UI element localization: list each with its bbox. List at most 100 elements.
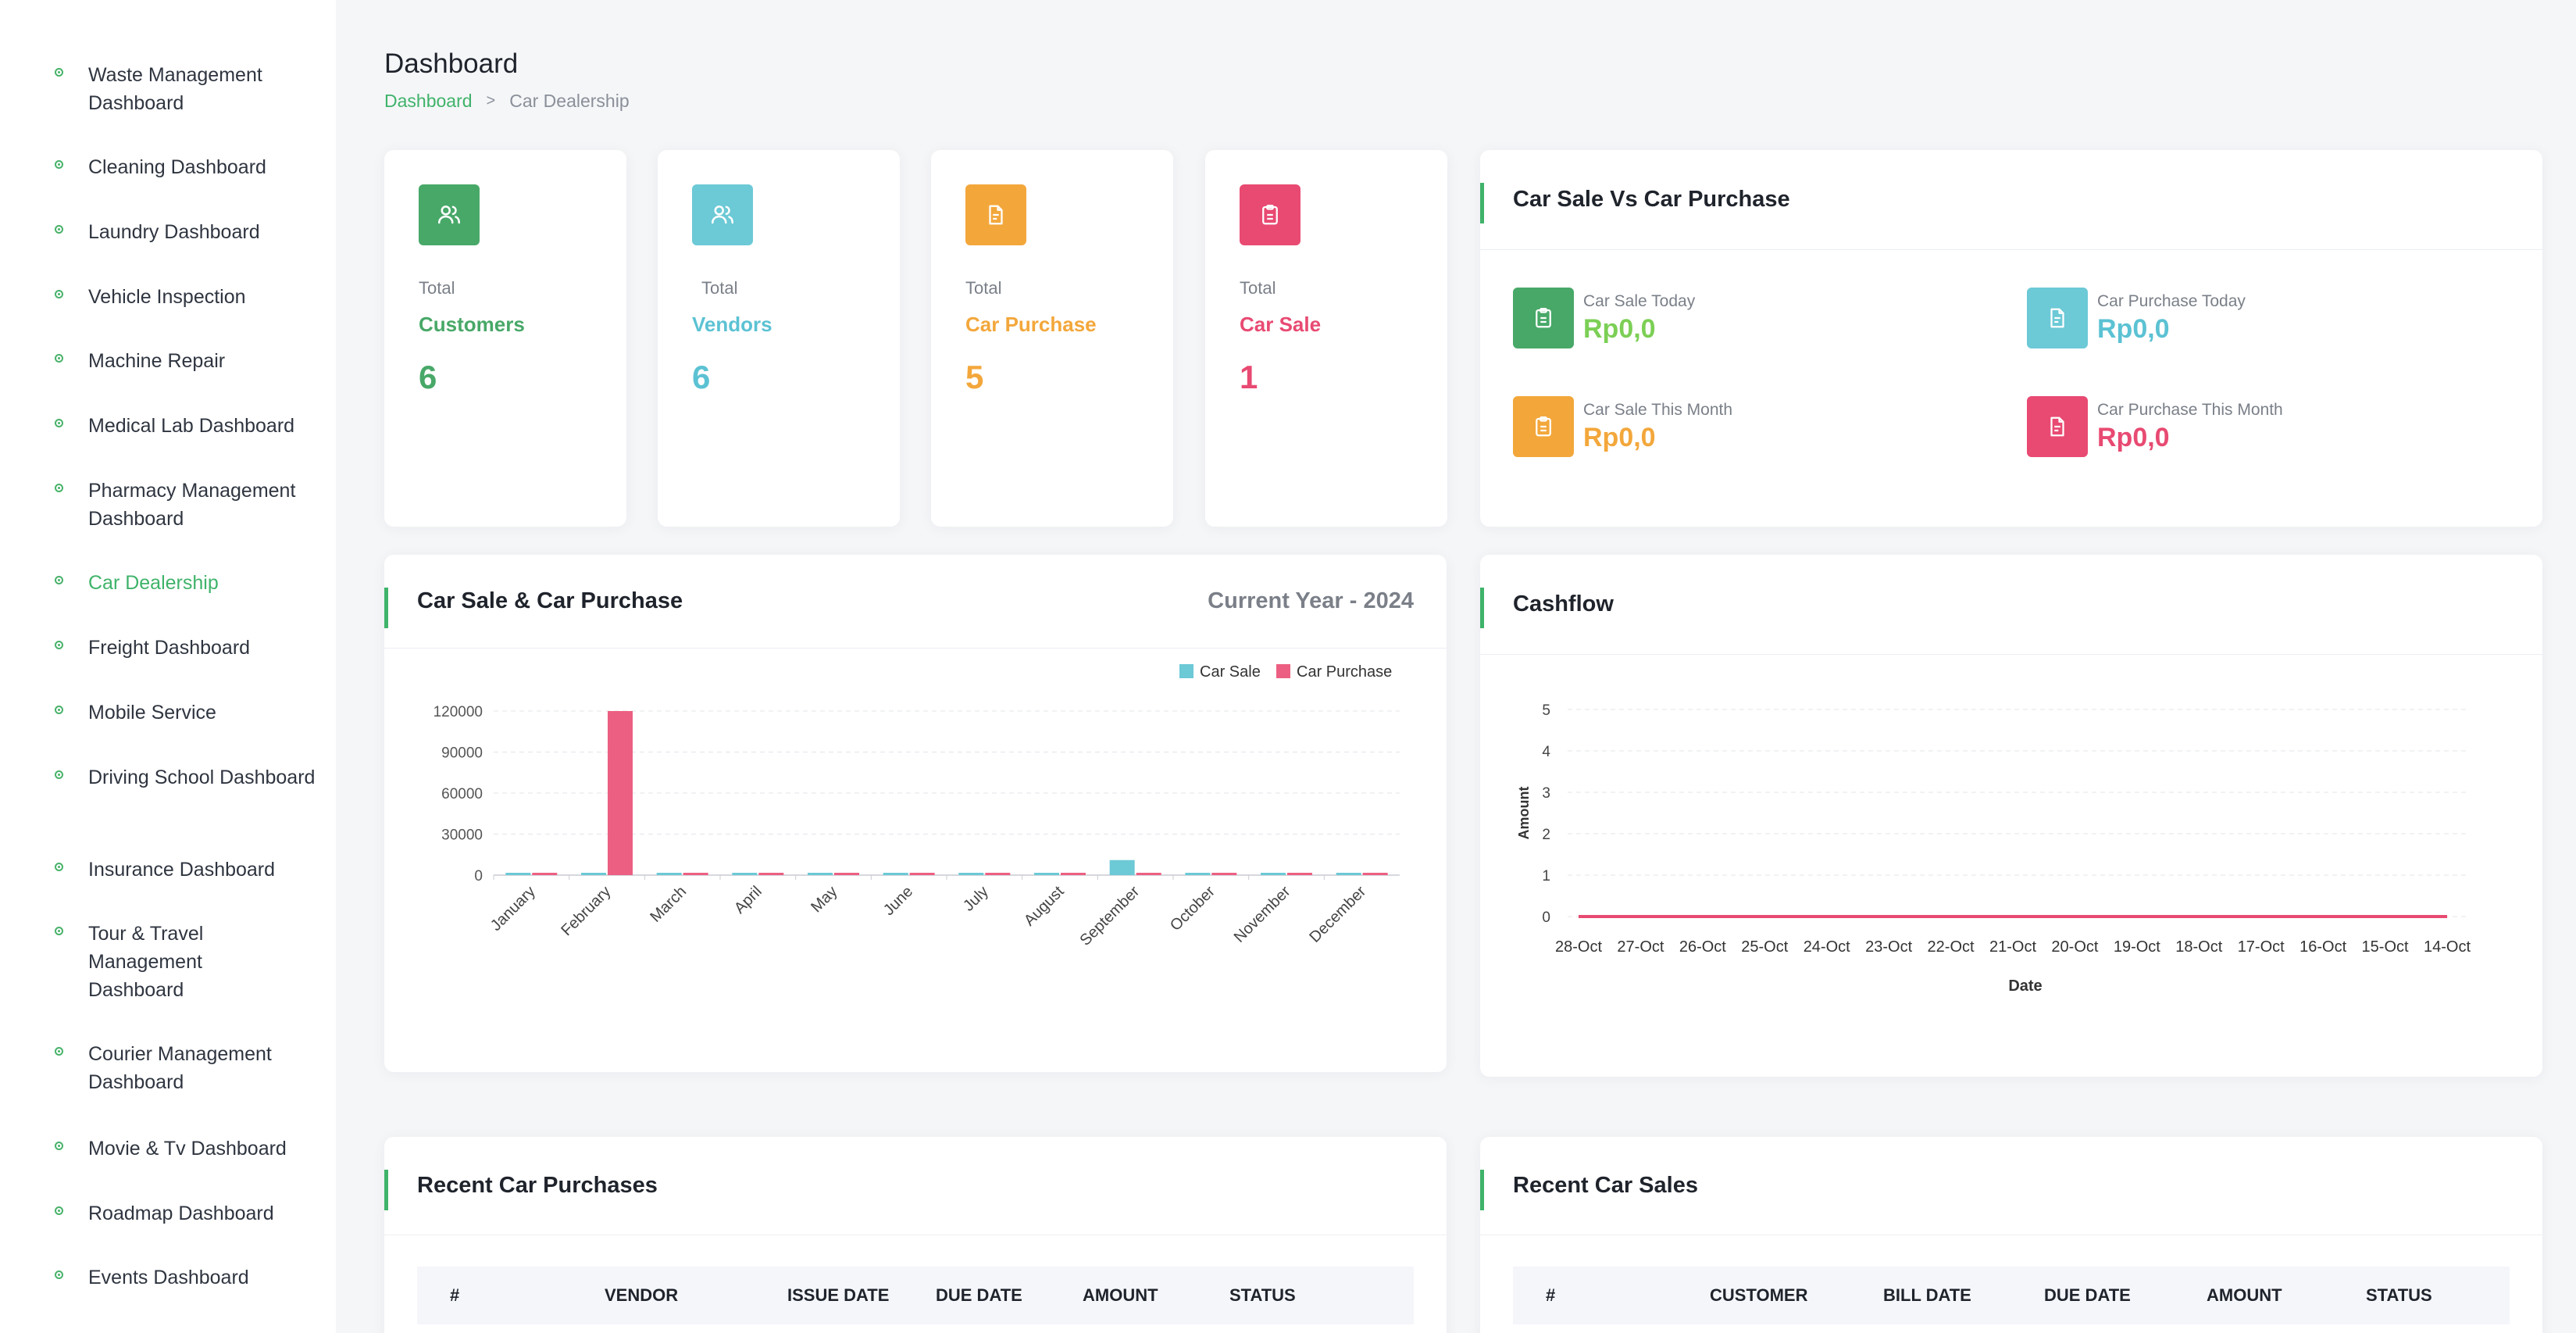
recent-car-sales-card: Recent Car Sales # CUSTOMER BILL DATE DU… — [1480, 1137, 2542, 1333]
x-tick-label: March — [647, 883, 690, 926]
sidebar-item-vehicle-inspection[interactable]: Vehicle Inspection — [55, 283, 323, 311]
sidebar-item-roadmap[interactable]: Roadmap Dashboard — [55, 1199, 323, 1228]
bar-car-sale — [1185, 873, 1211, 875]
stat-value: 6 — [692, 359, 711, 395]
year-filter[interactable]: Current Year - 2024 — [1208, 588, 1414, 613]
x-tick-label: 14-Oct — [2424, 938, 2471, 956]
column-header[interactable]: # — [1546, 1285, 1556, 1305]
sidebar-item-movie-tv[interactable]: Movie & Tv Dashboard — [55, 1135, 323, 1163]
sidebar-item-label: Pharmacy Management Dashboard — [88, 480, 296, 530]
column-header[interactable]: DUE DATE — [936, 1285, 1022, 1305]
bar-car-sale — [505, 873, 531, 875]
x-axis-label: Date — [2008, 977, 2042, 995]
table-header-row: # CUSTOMER BILL DATE DUE DATE AMOUNT STA… — [1513, 1267, 2510, 1324]
table-header-row: # VENDOR ISSUE DATE DUE DATE AMOUNT STAT… — [417, 1267, 1414, 1324]
bar-car-purchase — [1136, 873, 1161, 875]
card-header: Car Sale Vs Car Purchase — [1480, 150, 2542, 250]
bullet-icon — [55, 68, 63, 77]
kpi-label: Car Purchase Today — [2097, 291, 2246, 310]
column-header[interactable]: VENDOR — [605, 1285, 679, 1305]
kpi-car-sale-this-month: Car Sale This Month Rp0,0 — [1513, 396, 1732, 457]
bullet-icon — [55, 927, 63, 935]
column-header[interactable]: AMOUNT — [2207, 1285, 2282, 1305]
legend-label: Car Sale — [1200, 663, 1261, 681]
kpi-car-purchase-this-month: Car Purchase This Month Rp0,0 — [2027, 396, 2283, 457]
legend-label: Car Purchase — [1297, 663, 1392, 681]
x-tick-label: 27-Oct — [1617, 938, 1664, 956]
document-icon — [2027, 396, 2088, 457]
stat-label: Total — [419, 278, 455, 298]
sidebar-item-cleaning[interactable]: Cleaning Dashboard — [55, 153, 323, 181]
stat-label: Total — [965, 278, 1002, 298]
clipboard-icon — [1513, 396, 1574, 457]
x-tick-label: September — [1076, 883, 1143, 949]
sidebar-item-driving-school[interactable]: Driving School Dashboard — [55, 763, 323, 792]
sidebar-item-medical-lab[interactable]: Medical Lab Dashboard — [55, 412, 323, 440]
kpi-label: Car Purchase This Month — [2097, 400, 2283, 419]
bullet-icon — [55, 290, 63, 298]
sidebar-item-freight[interactable]: Freight Dashboard — [55, 634, 323, 662]
sidebar-item-machine-repair[interactable]: Machine Repair — [55, 347, 323, 375]
column-header[interactable]: ISSUE DATE — [787, 1285, 890, 1305]
card-header: Recent Car Purchases — [384, 1137, 1447, 1235]
recent-car-purchases-card: Recent Car Purchases # VENDOR ISSUE DATE… — [384, 1137, 1447, 1333]
y-tick-label: 2 — [1542, 827, 1550, 843]
sidebar-item-pharmacy[interactable]: Pharmacy Management Dashboard — [55, 477, 323, 533]
y-tick-label: 1 — [1542, 868, 1550, 884]
card-title: Recent Car Purchases — [417, 1173, 658, 1198]
y-tick-label: 30000 — [441, 827, 483, 844]
legend-swatch — [1276, 664, 1290, 678]
x-tick-label: August — [1021, 883, 1068, 930]
bar-car-purchase — [758, 873, 784, 875]
breadcrumb: Dashboard > Car Dealership — [384, 91, 630, 112]
y-tick-label: 3 — [1542, 785, 1550, 802]
bullet-icon — [55, 419, 63, 427]
sidebar-item-laundry[interactable]: Laundry Dashboard — [55, 218, 323, 246]
document-icon — [965, 184, 1026, 245]
stat-title: Car Purchase — [965, 313, 1097, 336]
column-header[interactable]: CUSTOMER — [1710, 1285, 1808, 1305]
stat-card-customers: Total Customers 6 — [384, 150, 626, 527]
kpi-value: Rp0,0 — [1583, 422, 1656, 452]
sidebar-item-label: Machine Repair — [88, 350, 226, 372]
breadcrumb-home-link[interactable]: Dashboard — [384, 91, 473, 111]
column-header[interactable]: STATUS — [2366, 1285, 2432, 1305]
column-header[interactable]: DUE DATE — [2044, 1285, 2131, 1305]
kpi-value: Rp0,0 — [2097, 313, 2170, 344]
sidebar-item-label: Cleaning Dashboard — [88, 156, 266, 178]
x-tick-label: 28-Oct — [1555, 938, 1602, 956]
bar-chart-card: Car Sale & Car Purchase Current Year - 2… — [384, 555, 1447, 1072]
bar-car-sale — [883, 873, 908, 875]
stat-card-car-purchase: Total Car Purchase 5 — [931, 150, 1173, 527]
sidebar-item-waste-management[interactable]: Waste Management Dashboard — [55, 61, 323, 117]
clipboard-icon — [1513, 288, 1574, 348]
sidebar-item-label: Roadmap Dashboard — [88, 1203, 274, 1224]
bar-car-purchase — [909, 873, 935, 875]
stat-card-car-sale: Total Car Sale 1 — [1205, 150, 1447, 527]
x-tick-label: October — [1167, 883, 1218, 935]
x-tick-label: May — [808, 883, 840, 916]
sidebar-item-events[interactable]: Events Dashboard — [55, 1263, 323, 1292]
column-header[interactable]: AMOUNT — [1083, 1285, 1158, 1305]
card-title: Car Sale Vs Car Purchase — [1513, 187, 1790, 212]
bar-car-purchase — [834, 873, 859, 875]
sidebar-item-tour-travel[interactable]: Tour & Travel Management Dashboard — [55, 920, 229, 1004]
y-tick-label: 5 — [1542, 702, 1550, 719]
sidebar-item-courier[interactable]: Courier Management Dashboard — [55, 1040, 323, 1096]
x-tick-label: 15-Oct — [2362, 938, 2409, 956]
stat-value: 5 — [965, 359, 984, 395]
sidebar-item-insurance[interactable]: Insurance Dashboard — [55, 856, 323, 884]
sidebar-item-car-dealership[interactable]: Car Dealership — [55, 569, 323, 597]
x-tick-label: November — [1231, 883, 1294, 946]
bar-car-sale — [1034, 873, 1059, 875]
sale-vs-purchase-card: Car Sale Vs Car Purchase Car Sale Today … — [1480, 150, 2542, 527]
x-tick-label: December — [1306, 883, 1369, 946]
sidebar-item-label: Waste Management Dashboard — [88, 64, 262, 114]
x-tick-label: February — [558, 883, 614, 939]
sidebar-item-label: Mobile Service — [88, 702, 216, 724]
column-header[interactable]: # — [450, 1285, 460, 1305]
sidebar-item-mobile-service[interactable]: Mobile Service — [55, 699, 323, 727]
column-header[interactable]: STATUS — [1229, 1285, 1296, 1305]
column-header[interactable]: BILL DATE — [1883, 1285, 1971, 1305]
cashflow-card: Cashflow 0 1 2 3 4 5 28-Oct 27-Oct 26-Oct 25-Oct 2… — [1480, 555, 2542, 1077]
